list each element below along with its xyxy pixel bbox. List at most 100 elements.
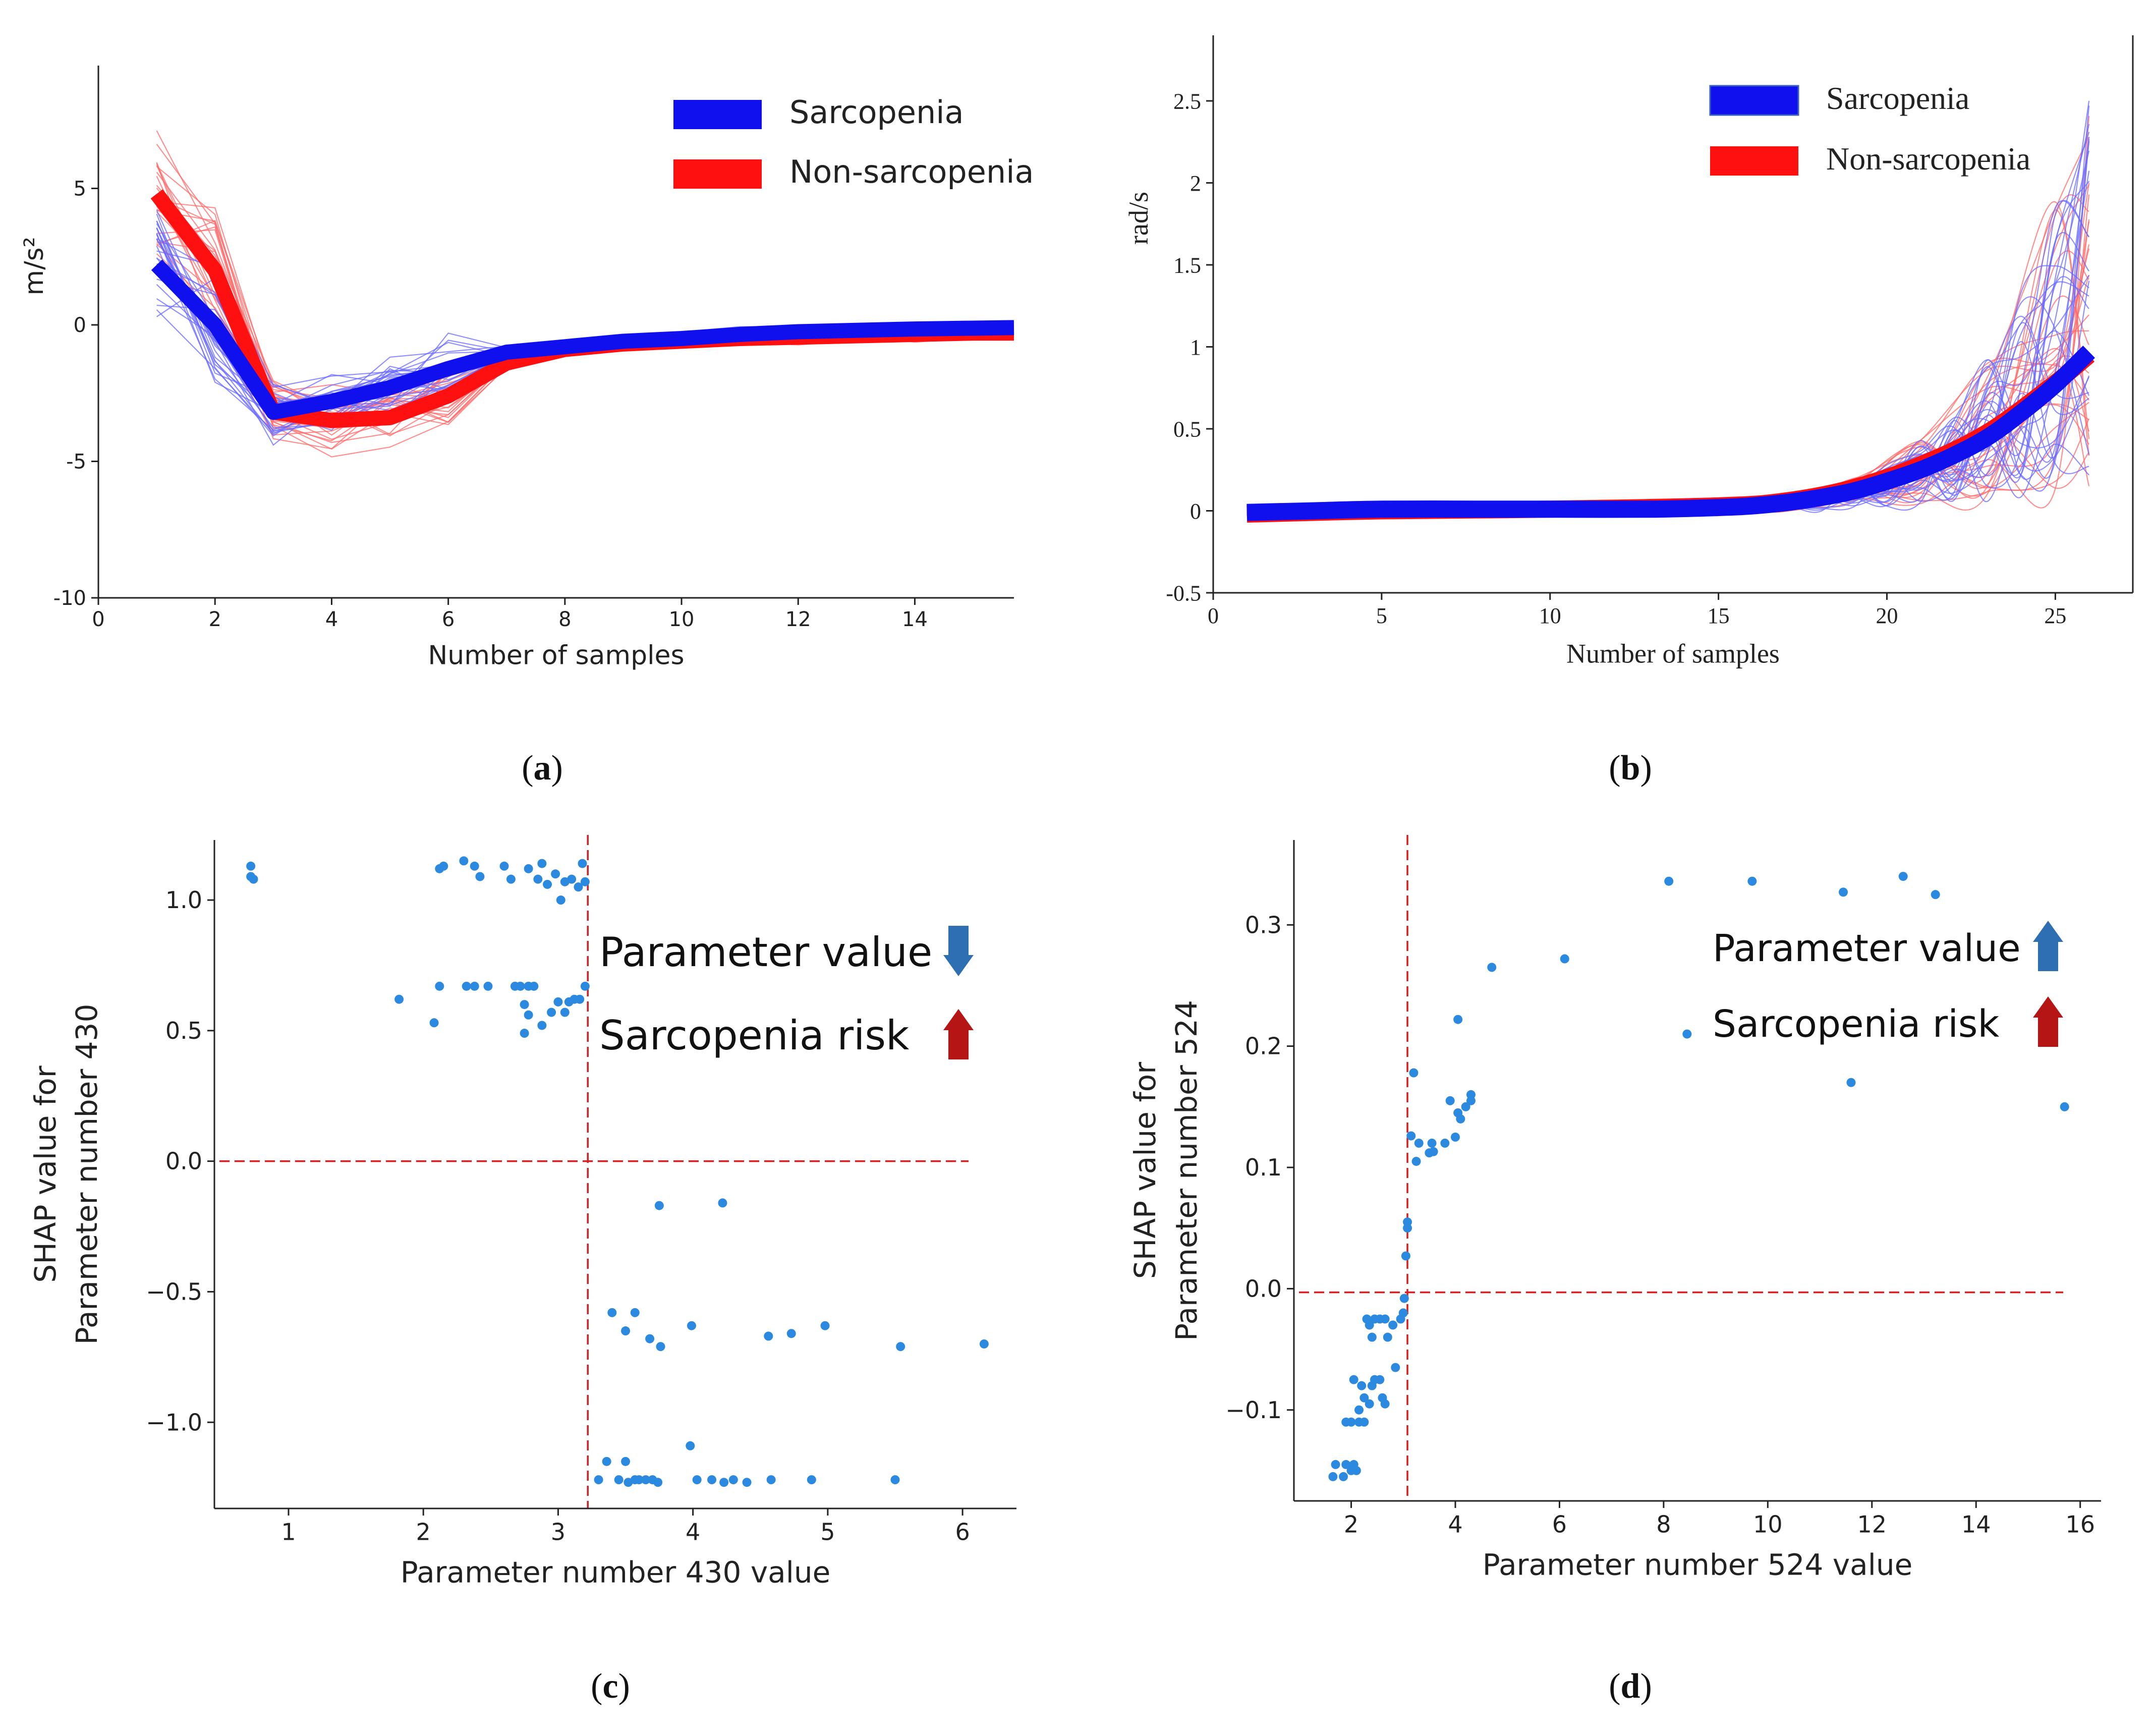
scatter-point [394,994,404,1004]
x-tick-label: 5 [1376,603,1387,628]
scatter-point [574,882,583,892]
scatter-point [1747,876,1757,886]
scatter-point [475,872,485,881]
scatter-point [692,1475,702,1485]
scatter-point [1451,1132,1460,1142]
scatter-point [1414,1138,1424,1148]
panel-label-close: ) [1640,1667,1652,1706]
trace-line [156,198,1014,421]
scatter-point [1403,1223,1412,1233]
scatter-point [524,864,533,873]
panel-label-close: ) [551,749,563,788]
x-tick-label: 14 [1961,1510,1991,1538]
panel-label-open: ( [1609,749,1620,788]
annotation-text: Parameter value [599,929,932,976]
annotation-text: Sarcopenia risk [1713,1002,1999,1046]
x-tick-label: 3 [551,1518,565,1545]
scatter-point [1391,1363,1400,1372]
scatter-point [630,1308,640,1317]
x-tick-label: 12 [1857,1510,1887,1538]
scatter-point [728,1475,738,1485]
chart-panel-a: 0 2 4 6 8 10 12 14 -10 -5 0 5 Number of samples m/s² S… [19,66,1034,670]
scatter-point [1367,1332,1377,1342]
scatter-point [890,1475,900,1485]
x-tick-label: 20 [1876,603,1898,628]
y-axis-label-line: Parameter number 430 [70,1004,104,1345]
y-tick-label: 0.2 [1245,1033,1282,1060]
panel-label-a: (a) [522,749,563,788]
scatter-point [537,1021,547,1030]
scatter-point [1341,1460,1351,1469]
y-tick-label: -5 [66,450,86,473]
scatter-point [1560,954,1569,964]
scatter-point [979,1339,989,1349]
scatter-point [896,1342,905,1352]
scatter-point [483,981,493,991]
panel-label-close: ) [1640,749,1652,788]
series-line-sarcopenia [1246,346,2095,521]
scatter-point [764,1331,773,1341]
scatter-point [516,981,525,991]
scatter-point [459,856,469,866]
y-axis-label-line: SHAP value for [1128,1062,1162,1279]
trace-line [156,208,1014,413]
scatter-point [543,879,552,889]
scatter-point [1898,872,1908,881]
annotation-text: Parameter value [1713,927,2021,970]
legend-label-sarcopenia: Sarcopenia [1826,80,1969,116]
y-tick-label: −0.5 [146,1278,202,1306]
x-tick-label: 0 [92,608,104,631]
y-tick-label: 2 [1190,171,1201,196]
scatter-point [766,1475,776,1485]
scatter-point [687,1321,696,1330]
x-tick-label: 6 [1552,1510,1567,1538]
scatter-point [1399,1294,1409,1303]
y-tick-label: 0.5 [1173,417,1201,441]
panel-label-letter: a [534,749,551,788]
x-tick-label: 16 [2065,1510,2095,1538]
x-tick-label: 15 [1708,603,1730,628]
scatter-point [1406,1131,1416,1141]
y-tick-label: 0 [1190,499,1201,524]
x-tick-label: 8 [558,608,571,631]
legend-swatch-non_sarcopenia [673,159,762,189]
scatter-point [470,861,479,871]
scatter-point [653,1478,663,1487]
scatter-point [556,895,565,905]
trace-line [1246,330,2090,515]
panel-label-open: ( [522,749,533,788]
scatter-point [1367,1381,1377,1390]
scatter-point [1328,1472,1338,1481]
scatter-point [470,981,479,991]
legend-swatch-non_sarcopenia [1710,146,1798,176]
scatter-point [607,1308,617,1317]
scatter-point [580,877,590,886]
trace-line [156,165,1014,409]
y-tick-label: 0.1 [1245,1154,1282,1181]
panel-label-letter: d [1621,1667,1640,1706]
x-axis-label: Number of samples [428,640,684,670]
scatter-point [594,1475,603,1485]
scatter-point [1429,1147,1438,1156]
scatter-point [537,859,547,868]
trace-line [156,197,1014,437]
y-axis-label-line: SHAP value for [28,1066,63,1282]
series-line-sarcopenia [151,259,1014,420]
scatter-point [533,874,543,884]
scatter-point [429,1018,439,1028]
legend-label-non_sarcopenia: Non-sarcopenia [1826,141,2030,177]
scatter-point [560,1007,570,1017]
scatter-point [1359,1417,1369,1427]
scatter-point [1359,1393,1369,1403]
scatter-point [1341,1417,1351,1427]
scatter-point [551,869,560,879]
x-tick-label: 10 [669,608,695,631]
scatter-point [520,1000,529,1010]
scatter-point [621,1457,631,1466]
scatter-point [1339,1472,1348,1481]
x-tick-label: 4 [686,1518,700,1545]
scatter-point [656,1342,665,1352]
scatter-point [499,861,509,871]
scatter-point [707,1475,717,1485]
x-tick-label: 0 [1208,603,1219,628]
